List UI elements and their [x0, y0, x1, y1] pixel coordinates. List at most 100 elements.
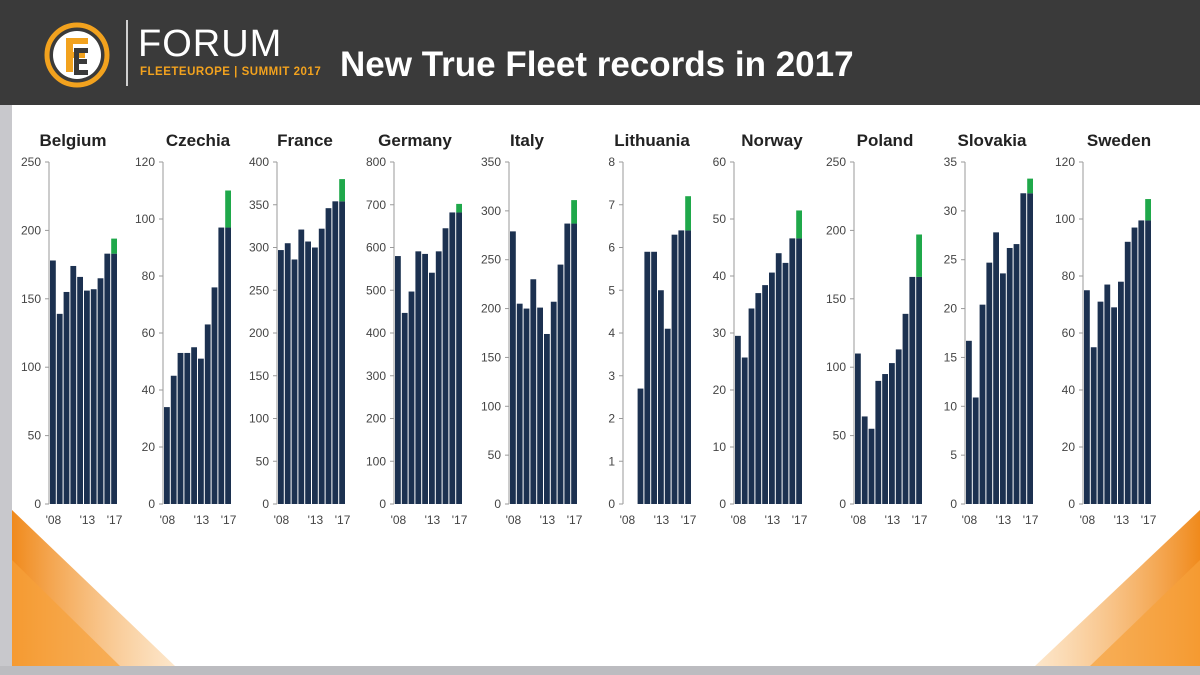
x-tick-label: '13	[654, 513, 670, 527]
bar	[775, 253, 782, 504]
chart-title: Belgium	[39, 131, 106, 150]
y-tick-label: 0	[1068, 497, 1075, 511]
x-tick-label: '13	[996, 513, 1012, 527]
y-tick-label: 4	[608, 326, 615, 340]
y-tick-label: 8	[608, 155, 615, 169]
y-tick-label: 0	[608, 497, 615, 511]
y-tick-label: 20	[944, 302, 958, 316]
bar	[318, 228, 325, 504]
bar	[986, 262, 993, 504]
x-tick-label: '17	[792, 513, 808, 527]
y-tick-label: 500	[366, 283, 386, 297]
bar	[550, 301, 557, 504]
bar	[312, 247, 318, 504]
bar	[429, 272, 435, 504]
y-tick-label: 100	[249, 412, 269, 426]
y-tick-label: 10	[944, 399, 958, 413]
bar	[50, 260, 56, 504]
bar	[97, 278, 104, 504]
chart-title: Germany	[378, 131, 452, 150]
record-increase-bar	[1027, 178, 1033, 194]
bar	[456, 212, 462, 504]
bar	[77, 276, 83, 504]
bar	[868, 428, 875, 504]
bar	[523, 308, 530, 504]
bar	[401, 312, 408, 504]
chart-title: Slovakia	[958, 131, 1028, 150]
bar	[1145, 220, 1151, 505]
bar	[70, 265, 77, 504]
y-tick-label: 100	[826, 360, 846, 374]
record-increase-bar	[571, 200, 577, 224]
bar	[415, 251, 422, 504]
bar	[305, 241, 311, 504]
x-tick-label: '08	[160, 513, 176, 527]
bar	[557, 264, 564, 504]
bar	[164, 407, 170, 504]
bar	[735, 335, 741, 504]
bar	[191, 347, 197, 504]
forum-logo-icon	[44, 22, 110, 88]
y-tick-label: 0	[379, 497, 386, 511]
bar	[1090, 347, 1097, 504]
y-tick-label: 200	[481, 302, 501, 316]
x-tick-label: '13	[885, 513, 901, 527]
bar	[170, 375, 177, 504]
y-tick-label: 40	[1062, 383, 1076, 397]
chart-title: Sweden	[1087, 131, 1151, 150]
y-tick-label: 1	[608, 454, 615, 468]
bar	[651, 251, 657, 504]
bar	[571, 223, 577, 504]
y-tick-label: 300	[366, 369, 386, 383]
y-tick-label: 80	[1062, 269, 1076, 283]
bar	[278, 250, 284, 504]
bar	[861, 416, 868, 504]
y-tick-label: 200	[366, 412, 386, 426]
y-tick-label: 5	[608, 283, 615, 297]
chart-title: Czechia	[166, 131, 231, 150]
bar	[449, 212, 456, 504]
bar	[895, 349, 902, 504]
bar	[1013, 244, 1020, 504]
x-tick-label: '08	[851, 513, 867, 527]
x-tick-label: '08	[391, 513, 407, 527]
y-tick-label: 100	[21, 360, 41, 374]
x-tick-label: '08	[1080, 513, 1096, 527]
x-tick-label: '13	[194, 513, 210, 527]
y-tick-label: 350	[481, 155, 501, 169]
y-tick-label: 250	[21, 155, 41, 169]
record-increase-bar	[456, 203, 462, 213]
record-increase-bar	[685, 196, 691, 231]
bar	[902, 313, 909, 504]
x-tick-label: '13	[425, 513, 441, 527]
y-tick-label: 100	[366, 454, 386, 468]
y-tick-label: 6	[608, 241, 615, 255]
y-tick-label: 7	[608, 198, 615, 212]
bar	[298, 229, 305, 505]
record-increase-bar	[916, 234, 922, 277]
y-tick-label: 60	[142, 326, 156, 340]
bar	[658, 290, 664, 504]
y-tick-label: 80	[142, 269, 156, 283]
bar	[225, 227, 231, 505]
y-tick-label: 3	[608, 369, 615, 383]
x-tick-label: '17	[107, 513, 123, 527]
y-tick-label: 40	[142, 383, 156, 397]
slide-title: New True Fleet records in 2017	[340, 45, 854, 84]
y-tick-label: 0	[719, 497, 726, 511]
chart-title: Norway	[741, 131, 803, 150]
bar	[339, 201, 345, 504]
y-tick-label: 200	[249, 326, 269, 340]
x-tick-label: '17	[912, 513, 928, 527]
y-tick-label: 400	[249, 155, 269, 169]
y-tick-label: 100	[481, 399, 501, 413]
y-tick-label: 600	[366, 241, 386, 255]
bar	[889, 363, 895, 504]
bar	[748, 308, 755, 504]
bar	[90, 289, 97, 504]
chart-title: Italy	[510, 131, 545, 150]
bar	[741, 357, 748, 504]
bar	[544, 333, 550, 504]
